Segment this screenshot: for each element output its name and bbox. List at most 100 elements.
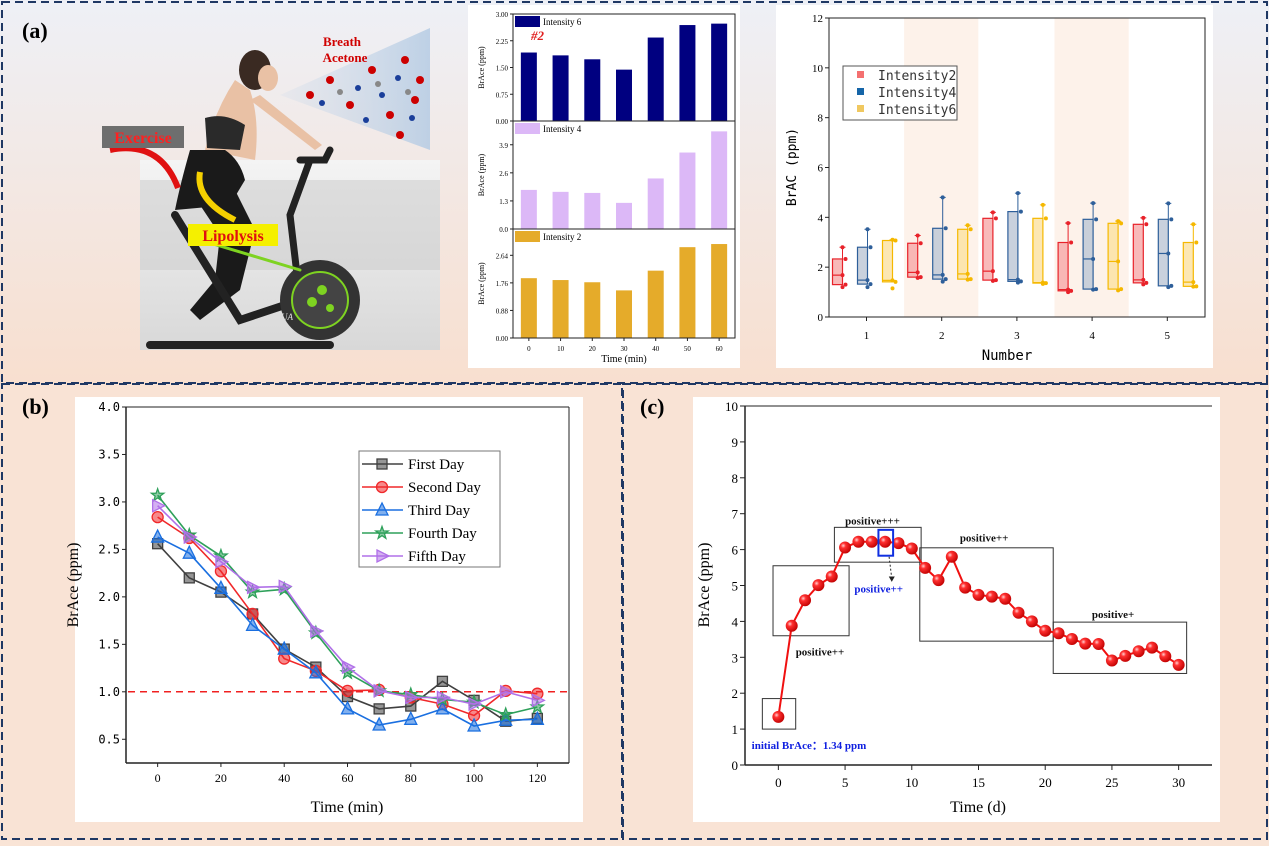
exercise-illustration: Breath Acetone SHUA Exercise Lipol: [102, 28, 440, 350]
data-point: [918, 241, 923, 246]
data-point: [1172, 658, 1185, 671]
x-tick-label: 30: [1172, 775, 1185, 790]
data-point: [1043, 216, 1048, 221]
peak-label: positive+++: [845, 515, 900, 527]
trend-line-chart: 0 1 2 3 4 5 6 7 8 9 10 0 5 10 15 20 25 30 initial BrAce：1.…: [725, 399, 1212, 790]
data-point: [968, 277, 973, 282]
legend-label: Fifth Day: [408, 549, 466, 565]
data-point: [919, 561, 932, 574]
data-point: [1159, 650, 1172, 663]
x-tick-label: 40: [278, 771, 290, 785]
square-marker: [183, 572, 195, 584]
legend-swatch: [515, 231, 540, 242]
x-tick-label: 0: [527, 345, 531, 353]
y-axis-label: BrAce (ppm): [477, 153, 486, 196]
data-point: [1144, 222, 1149, 227]
bar: [647, 178, 664, 229]
box-x-axis-label: Number: [982, 348, 1033, 364]
legend-label: Intensity4: [878, 86, 956, 101]
data-point: [993, 278, 998, 283]
box: [831, 258, 844, 286]
bar: [552, 191, 569, 229]
bar: [552, 55, 569, 121]
y-tick-label: 6: [818, 163, 824, 175]
x-tick-label: 10: [905, 775, 918, 790]
data-point: [879, 535, 892, 548]
data-point: [1191, 280, 1196, 285]
data-point: [940, 195, 945, 200]
y-tick-label: 2.25: [496, 38, 509, 46]
bar: [616, 69, 632, 121]
data-point: [985, 590, 998, 603]
initial-label: initial BrAce：1.34 ppm: [752, 740, 867, 752]
y-tick-label: 2: [818, 262, 824, 274]
y-axis-label: BrAce (ppm): [477, 46, 486, 89]
legend-label: Intensity 6: [543, 17, 582, 27]
data-point: [1069, 288, 1074, 293]
bar: [584, 59, 601, 121]
x-tick-label: 40: [652, 345, 660, 353]
decline-label: positive++: [960, 533, 1009, 545]
circle-marker: [151, 510, 164, 524]
data-point: [852, 535, 865, 548]
data-point: [1194, 284, 1199, 289]
data-point: [999, 592, 1012, 605]
x-tick-label: 15: [972, 775, 985, 790]
y-tick-label: 2: [732, 686, 739, 701]
x-tick-label: 0: [155, 771, 161, 785]
data-point: [893, 238, 898, 243]
panel-label-a: (a): [22, 18, 48, 43]
bar-chart-panel: [468, 5, 740, 368]
data-point: [1105, 654, 1118, 667]
data-point: [1069, 240, 1074, 245]
triangle-right-marker: [278, 579, 293, 594]
box: [1007, 211, 1019, 282]
triangle-right-marker: [373, 683, 388, 698]
triangle-right-marker: [310, 623, 325, 639]
data-point: [1015, 191, 1020, 196]
data-point: [890, 278, 895, 283]
data-point: [865, 278, 870, 283]
triangle-marker: [213, 579, 228, 594]
y-tick-label: 3.5: [98, 447, 120, 461]
box: [1057, 241, 1069, 292]
x-tick-label: 20: [589, 345, 597, 353]
data-point: [1141, 282, 1146, 287]
legend-swatch: [857, 105, 864, 112]
data-point: [893, 279, 898, 284]
legend-label: Intensity 2: [543, 232, 581, 242]
data-point: [785, 619, 798, 632]
exercise-label-box: [102, 126, 184, 148]
data-point: [1144, 280, 1149, 285]
triangle-marker: [374, 501, 390, 516]
triangle-right-marker: [436, 690, 451, 705]
data-point: [843, 282, 848, 287]
data-point: [890, 286, 895, 291]
data-point: [1119, 221, 1124, 226]
x-tick-label: 80: [405, 771, 417, 785]
bar: [520, 189, 537, 229]
y-tick-label: 3.00: [496, 11, 509, 19]
x-tick-label: 5: [1165, 330, 1171, 342]
y-tick-label: 8: [732, 471, 739, 486]
x-tick-label: 10: [557, 345, 565, 353]
x-tick-label: 100: [465, 771, 483, 785]
data-point: [868, 282, 873, 287]
x-tick-label: 60: [716, 345, 724, 353]
box: [1182, 241, 1194, 287]
data-point: [943, 226, 948, 231]
rise-box: [772, 565, 850, 637]
box-y-axis-label: BrAC (ppm): [785, 128, 800, 206]
initial-box: [761, 698, 797, 730]
triangle-right-marker: [376, 548, 391, 564]
data-point: [932, 574, 945, 587]
data-point: [1066, 290, 1071, 295]
bar-annotation: #2: [530, 28, 545, 43]
y-tick-label: 3.0: [98, 495, 120, 509]
days-chart-panel: [75, 397, 583, 822]
triangle-marker: [530, 710, 545, 725]
data-point: [839, 541, 852, 554]
triangle-marker: [150, 528, 165, 543]
y-tick-label: 2.5: [98, 542, 120, 556]
lipolysis-label-box: [188, 224, 278, 246]
